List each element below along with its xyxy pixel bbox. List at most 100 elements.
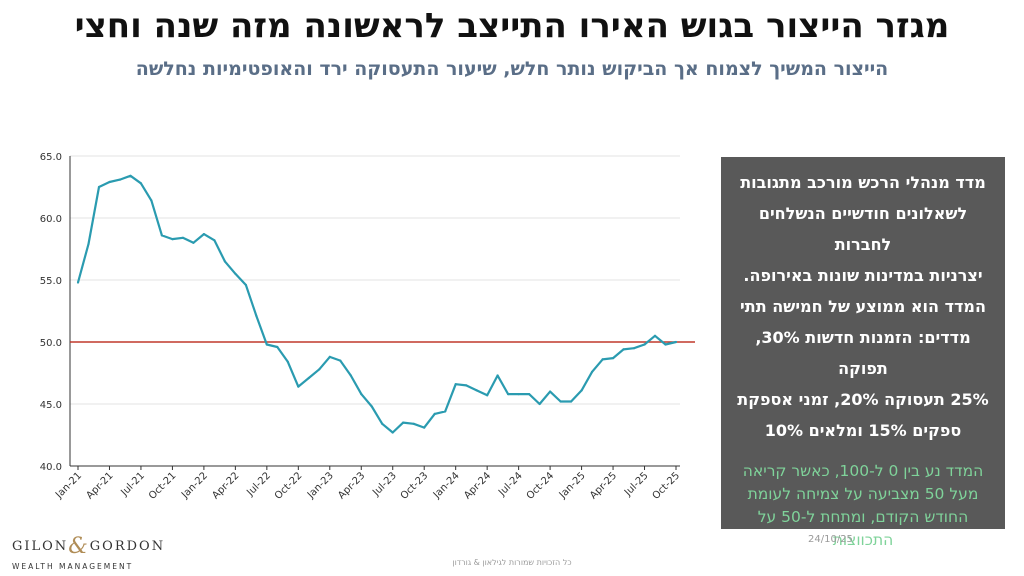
x-tick-label: Jan-21 [53, 470, 84, 501]
x-tick-label: Oct-24 [525, 470, 557, 502]
pmi-data-point [213, 239, 216, 242]
x-tick-label: Oct-22 [273, 470, 305, 502]
panel-line: מדדים: הזמנות חדשות 30%, תפוקה [755, 328, 971, 378]
pmi-data-point [265, 343, 268, 346]
pmi-data-point [674, 340, 678, 344]
pmi-data-point [223, 260, 226, 263]
pmi-data-point [507, 393, 510, 396]
pmi-data-point [580, 389, 583, 392]
panel-line: ספקים 15% ומלאים 10% [764, 421, 962, 440]
report-date: 24/10/25 [808, 534, 853, 545]
x-tick-label: Jan-22 [179, 470, 210, 501]
pmi-data-point [601, 358, 604, 361]
x-tick-label: Apr-23 [336, 470, 367, 501]
panel-note-line: המדד נע בין 0 ל-100, כאשר קריאה [742, 462, 984, 480]
pmi-data-point [276, 345, 279, 349]
pmi-data-point [318, 368, 321, 371]
y-tick-label: 45.0 [40, 400, 62, 411]
logo-wordmark: GILON&GORDON [12, 534, 163, 559]
pmi-data-point [129, 174, 132, 177]
pmi-data-point [108, 180, 111, 184]
pmi-data-point [171, 238, 174, 241]
x-tick-label: Jul-24 [496, 470, 525, 499]
pmi-data-point [297, 385, 300, 388]
x-tick-label: Jul-22 [244, 470, 273, 499]
x-tick-label: Jan-23 [305, 470, 336, 501]
pmi-data-point [465, 384, 468, 387]
pmi-data-point [570, 400, 573, 403]
pmi-data-point [118, 178, 122, 181]
x-tick-label: Jul-21 [118, 470, 147, 499]
pmi-data-point [339, 359, 342, 362]
logo-ampersand: & [68, 534, 90, 559]
company-logo: GILON&GORDON WEALTH MANAGEMENT [12, 534, 163, 571]
pmi-data-point [255, 314, 258, 318]
pmi-data-point [412, 422, 415, 425]
panel-line: המדד הוא ממוצע של חמישה תתי [740, 297, 986, 316]
pmi-data-point [454, 383, 457, 386]
y-tick-label: 40.0 [40, 462, 62, 473]
pmi-data-point [591, 370, 594, 373]
pmi-data-point [653, 334, 657, 337]
panel-note-line: מעל 50 מצביעה על צמיחה לעומת [747, 485, 979, 503]
pmi-data-point [517, 393, 520, 396]
x-tick-label: Apr-25 [588, 470, 619, 501]
pmi-data-point [202, 233, 205, 236]
panel-line: יצרניות במדינות שונות באירופה. [743, 266, 983, 285]
logo-name-left: GILON [12, 539, 69, 554]
panel-line: 25% תעסוקה 20%, זמני אספקת [737, 390, 989, 409]
x-tick-label: Apr-22 [210, 470, 241, 501]
pmi-data-point [381, 422, 384, 425]
y-tick-label: 50.0 [40, 338, 62, 349]
x-tick-label: Jul-23 [370, 470, 399, 499]
info-panel: מדד מנהלי הרכש מורכב מתגובות לשאלונים חו… [721, 157, 1005, 549]
x-tick-label: Jan-25 [557, 470, 588, 501]
panel-note-line: התכווצות [832, 531, 894, 549]
pmi-data-point [370, 405, 373, 408]
panel-line: לשאלונים חודשיים הנשלחים לחברות [758, 204, 968, 254]
x-tick-label: Oct-25 [651, 470, 683, 502]
y-tick-label: 65.0 [40, 152, 62, 163]
y-tick-label: 55.0 [40, 276, 62, 287]
pmi-data-point [444, 410, 447, 413]
panel-line: מדד מנהלי הרכש מורכב מתגובות [740, 173, 986, 192]
pmi-data-point [160, 234, 163, 237]
pmi-data-point [150, 199, 153, 202]
pmi-data-point [360, 393, 363, 396]
pmi-data-point [475, 389, 478, 392]
x-tick-label: Jul-25 [622, 470, 651, 499]
panel-note-line: החודש הקודם, ומתחת ל-50 על [757, 508, 969, 526]
page-subtitle: הייצור המשיך לצמוח אך הביקוש נותר חלש, ש… [135, 58, 889, 80]
pmi-data-point [391, 431, 394, 434]
pmi-data-point [496, 374, 499, 377]
pmi-data-point [528, 393, 531, 396]
pmi-data-point [328, 355, 331, 358]
pmi-series-line [76, 174, 677, 434]
pmi-data-point [286, 360, 289, 363]
page-title: מגזר הייצור בגוש האירו התייצב לראשונה מז… [74, 6, 950, 46]
x-tick-label: Apr-24 [462, 470, 493, 501]
pmi-data-point [612, 357, 615, 360]
pmi-data-point [549, 390, 552, 393]
x-tick-label: Oct-21 [147, 470, 179, 502]
pmi-data-point [538, 402, 541, 406]
pmi-data-point [433, 412, 436, 415]
pmi-data-point [349, 374, 352, 377]
pmi-data-point [139, 182, 142, 185]
panel-main-text: מדד מנהלי הרכש מורכב מתגובות לשאלונים חו… [735, 167, 991, 446]
pmi-data-point [234, 272, 237, 275]
pmi-data-point [402, 421, 405, 424]
logo-name-right: GORDON [89, 539, 166, 554]
y-tick-label: 60.0 [40, 214, 62, 225]
pmi-data-point [97, 185, 101, 189]
pmi-data-point [244, 283, 247, 287]
x-tick-label: Jan-24 [431, 470, 462, 501]
pmi-data-point [307, 376, 310, 380]
pmi-data-point [643, 343, 646, 346]
pmi-data-point [87, 242, 90, 246]
pmi-data-point [76, 281, 80, 284]
pmi-data-point [192, 241, 195, 244]
pmi-data-point [181, 236, 184, 239]
x-tick-label: Oct-23 [399, 470, 431, 502]
